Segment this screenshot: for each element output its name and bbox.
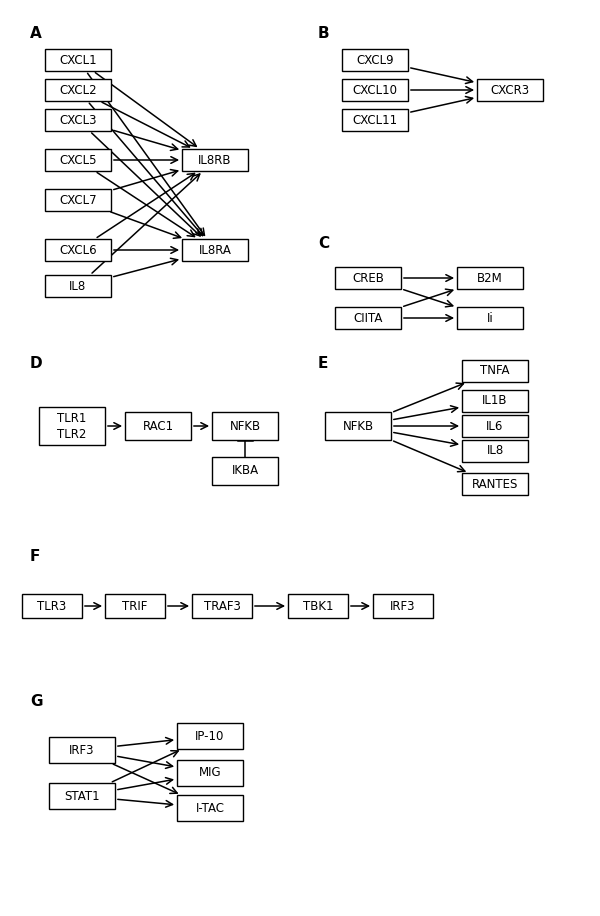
Bar — [462, 473, 528, 495]
Text: CXCL5: CXCL5 — [59, 154, 97, 167]
Bar — [177, 760, 243, 786]
Bar — [462, 440, 528, 462]
Text: IL6: IL6 — [487, 420, 503, 432]
Text: B: B — [318, 26, 329, 41]
Bar — [105, 594, 165, 618]
Bar — [182, 239, 248, 261]
Text: IRF3: IRF3 — [390, 599, 416, 613]
Text: TRAF3: TRAF3 — [203, 599, 241, 613]
Bar — [335, 267, 401, 289]
Text: IL1B: IL1B — [482, 395, 508, 408]
Bar — [22, 594, 82, 618]
Text: Ii: Ii — [487, 311, 493, 324]
Text: TLR3: TLR3 — [37, 599, 67, 613]
Text: C: C — [318, 236, 329, 251]
Text: CXCL9: CXCL9 — [356, 53, 394, 67]
Bar — [212, 457, 278, 485]
Text: TLR1: TLR1 — [58, 411, 86, 424]
Text: IL8RB: IL8RB — [198, 154, 232, 167]
Bar — [45, 149, 111, 171]
Bar — [45, 189, 111, 211]
Text: IL8: IL8 — [70, 279, 86, 292]
Bar — [477, 79, 543, 101]
Bar — [212, 412, 278, 440]
Text: CREB: CREB — [352, 271, 384, 285]
Text: CXCL10: CXCL10 — [353, 83, 398, 96]
Bar — [177, 723, 243, 749]
Text: STAT1: STAT1 — [64, 790, 100, 802]
Bar — [49, 783, 115, 809]
Text: A: A — [30, 26, 42, 41]
Bar — [457, 307, 523, 329]
Text: E: E — [318, 356, 328, 371]
Text: CXCL7: CXCL7 — [59, 193, 97, 206]
Bar — [462, 360, 528, 382]
Text: IKBA: IKBA — [232, 464, 259, 477]
Text: RAC1: RAC1 — [142, 420, 173, 432]
Text: CXCL1: CXCL1 — [59, 53, 97, 67]
Text: TNFA: TNFA — [480, 365, 510, 377]
Text: CIITA: CIITA — [353, 311, 383, 324]
Bar — [49, 737, 115, 763]
Bar — [325, 412, 391, 440]
Text: NFKB: NFKB — [229, 420, 260, 432]
Text: CXCL3: CXCL3 — [59, 114, 97, 126]
Bar — [342, 49, 408, 71]
Bar — [125, 412, 191, 440]
Text: G: G — [30, 694, 43, 709]
Bar — [342, 79, 408, 101]
Bar — [39, 407, 105, 445]
Text: RANTES: RANTES — [472, 477, 518, 490]
Bar — [182, 149, 248, 171]
Bar — [45, 79, 111, 101]
Text: IRF3: IRF3 — [69, 744, 95, 757]
Text: TLR2: TLR2 — [58, 428, 86, 441]
Bar — [457, 267, 523, 289]
Bar — [177, 795, 243, 821]
Bar — [45, 275, 111, 297]
Text: CXCL11: CXCL11 — [352, 114, 398, 126]
Bar — [288, 594, 348, 618]
Text: F: F — [30, 549, 40, 564]
Text: MIG: MIG — [199, 767, 221, 780]
Text: I-TAC: I-TAC — [196, 802, 224, 814]
Bar — [462, 390, 528, 412]
Bar — [45, 109, 111, 131]
Bar — [373, 594, 433, 618]
Text: CXCL2: CXCL2 — [59, 83, 97, 96]
Bar — [45, 239, 111, 261]
Text: TRIF: TRIF — [122, 599, 148, 613]
Text: NFKB: NFKB — [343, 420, 374, 432]
Bar — [45, 49, 111, 71]
Text: CXCL6: CXCL6 — [59, 244, 97, 256]
Bar — [335, 307, 401, 329]
Bar — [462, 415, 528, 437]
Text: B2M: B2M — [477, 271, 503, 285]
Bar — [192, 594, 252, 618]
Text: IL8: IL8 — [487, 444, 503, 457]
Bar — [342, 109, 408, 131]
Text: TBK1: TBK1 — [303, 599, 333, 613]
Text: CXCR3: CXCR3 — [490, 83, 530, 96]
Text: IL8RA: IL8RA — [199, 244, 232, 256]
Text: D: D — [30, 356, 43, 371]
Text: IP-10: IP-10 — [196, 729, 224, 743]
